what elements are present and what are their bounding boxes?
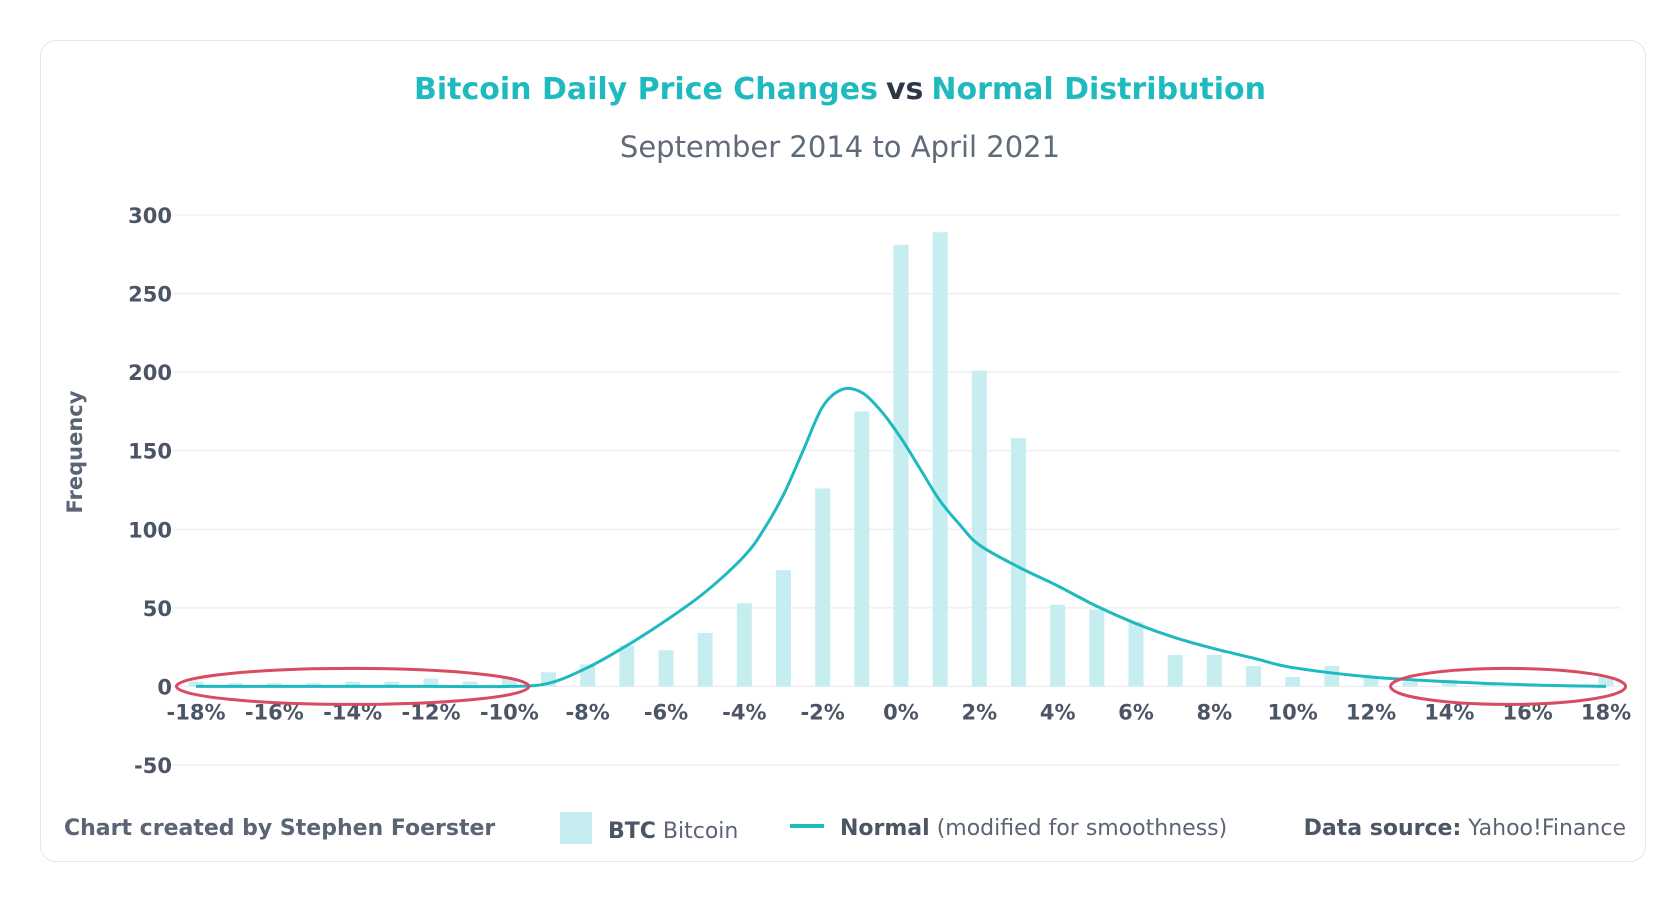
data-source: Data source: Yahoo!Finance [1304,816,1626,841]
bar [815,488,831,687]
x-tick-label: -10% [480,700,539,724]
bar [1324,666,1340,687]
bar [1050,604,1066,687]
legend-item-normal: Normal (modified for smoothness) [790,816,1227,841]
data-source-label: Data source: [1303,816,1462,841]
x-tick-label: 2% [962,700,998,724]
legend-item-btc: BTC Bitcoin [560,812,739,848]
bar [1363,677,1379,687]
x-tick-label: -18% [167,700,226,724]
y-tick-label: 150 [128,440,172,464]
bar [736,603,752,687]
bar [345,681,361,687]
bar [1441,680,1457,687]
title-part-bitcoin: Bitcoin Daily Price Changes [413,72,878,107]
legend-bar-strong: BTC [608,819,656,844]
bar [619,645,635,687]
tail-highlight-ellipses [174,666,1628,706]
bar [697,633,713,687]
bar [1206,655,1222,687]
x-tick-label: -2% [800,700,844,724]
x-tick-label: 12% [1346,700,1396,724]
legend-line-strong: Normal [840,816,930,841]
x-tick-label: -4% [722,700,766,724]
bar [423,678,439,687]
bar [462,681,478,687]
x-tick-label: 6% [1118,700,1154,724]
bar [893,244,909,687]
bar [1246,666,1261,687]
y-tick-label: 50 [143,597,172,621]
bar [1089,609,1105,687]
legend-bar-swatch [560,812,592,844]
chart-title: Bitcoin Daily Price Changes vs Normal Dist… [0,72,1680,107]
x-tick-label: 4% [1040,700,1076,724]
y-tick-label: 200 [128,361,172,385]
bar [932,232,948,687]
bar [1167,655,1183,687]
tail-ellipse [1389,666,1628,706]
bar [227,683,243,687]
legend-line-swatch [790,824,824,828]
x-tick-label: 10% [1268,700,1318,724]
legend-bar-text: Bitcoin [662,819,739,844]
bar [776,570,791,687]
y-tick-label: 0 [157,675,172,699]
x-tick-label: 8% [1197,700,1233,724]
y-axis-tick-labels: -50 0 50 100 150 200 250 300 [128,204,172,778]
y-tick-label: -50 [134,754,172,778]
title-part-normal: Normal Distribution [931,72,1267,107]
y-tick-label: 300 [128,204,172,228]
x-tick-label: 18% [1581,700,1631,724]
title-vs: vs [885,72,924,107]
bar [854,411,870,687]
y-tick-label: 100 [128,518,172,542]
bar [384,681,400,687]
normal-distribution-line [195,386,1607,689]
y-axis-title: Frequency [63,390,87,513]
legend-line-text: (modified for smoothness) [936,816,1228,841]
bar [1128,622,1144,687]
tail-ellipse [174,666,531,706]
chart-subtitle: September 2014 to April 2021 [619,130,1061,164]
y-tick-label: 250 [128,283,172,307]
bar [266,683,282,687]
bar [1402,681,1418,687]
bar [501,678,517,687]
x-tick-label: -6% [644,700,688,724]
x-tick-label: 0% [883,700,919,724]
data-source-value: Yahoo!Finance [1468,816,1626,841]
bar [1285,677,1301,687]
chart-credit: Chart created by Stephen Foerster [64,816,496,841]
bar-series-btc [188,232,1614,687]
bar [971,370,987,687]
bar [188,681,204,687]
bar [658,650,674,687]
bar [306,683,321,687]
bar [1011,438,1026,687]
bar [1598,677,1614,687]
x-tick-label: -8% [565,700,609,724]
